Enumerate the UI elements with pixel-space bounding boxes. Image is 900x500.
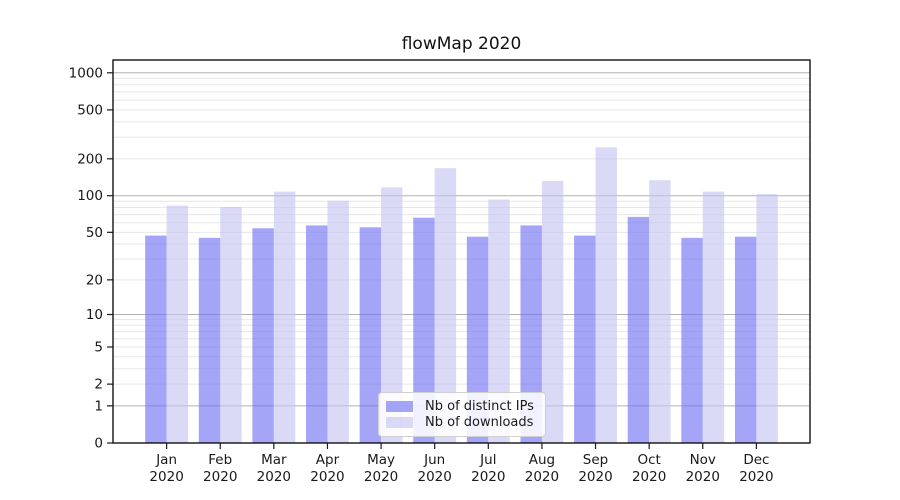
x-axis-tick-label-month: Jan: [155, 452, 177, 468]
y-axis-tick-label: 2: [94, 377, 103, 393]
legend-entry-downloads: Nb of downloads: [386, 415, 538, 430]
x-axis-tick-label-month: Apr: [316, 452, 340, 468]
x-axis-tick-label-month: Oct: [637, 452, 660, 468]
x-axis-tick-label-year: 2020: [739, 469, 773, 485]
bar-distinct-ips-nov: [681, 237, 703, 443]
bar-distinct-ips-dec: [734, 236, 757, 443]
y-axis-tick-label: 10: [86, 307, 103, 323]
legend-swatch-downloads: [386, 417, 413, 429]
bar-downloads-jun: [434, 168, 457, 443]
x-axis-tick-label-year: 2020: [364, 469, 398, 485]
x-axis-tick-label-year: 2020: [471, 469, 505, 485]
legend-swatch-distinct-ips: [386, 400, 413, 412]
x-axis-tick-label-month: Jul: [479, 452, 496, 468]
bar-distinct-ips-aug: [520, 225, 542, 443]
bar-downloads-aug: [541, 180, 564, 444]
bar-distinct-ips-apr: [306, 225, 328, 443]
bar-downloads-oct: [649, 180, 671, 443]
chart-title: flowMap 2020: [401, 34, 522, 54]
bar-distinct-ips-oct: [627, 216, 650, 443]
x-axis-tick-label-year: 2020: [578, 469, 612, 485]
bar-downloads-feb: [220, 206, 242, 443]
bar-distinct-ips-may: [359, 227, 382, 443]
x-axis-tick-label-year: 2020: [632, 469, 666, 485]
bar-distinct-ips-jul: [466, 236, 489, 443]
y-axis-tick-label: 50: [86, 225, 103, 241]
legend-label-distinct-ips: Nb of distinct IPs: [425, 398, 534, 414]
bar-downloads-apr: [327, 200, 349, 443]
x-axis-tick-label-year: 2020: [203, 469, 237, 485]
x-axis-tick-label-month: May: [367, 452, 395, 468]
y-axis-tick-label: 1: [94, 398, 103, 414]
legend: Nb of distinct IPs Nb of downloads: [378, 392, 546, 437]
bar-downloads-mar: [273, 191, 296, 443]
y-axis-tick-label: 5: [94, 339, 103, 355]
x-axis-tick-label-month: Feb: [208, 452, 232, 468]
bar-downloads-dec: [756, 194, 778, 443]
y-axis-tick-label: 1000: [69, 65, 103, 81]
bar-downloads-jul: [488, 199, 510, 443]
y-axis-tick-label: 200: [77, 151, 103, 167]
legend-entry-distinct-ips: Nb of distinct IPs: [386, 399, 538, 414]
bar-distinct-ips-sep: [574, 235, 596, 443]
x-axis-tick-label-month: Jun: [423, 452, 445, 468]
bar-downloads-jan: [166, 205, 189, 443]
y-axis-tick-label: 100: [77, 188, 103, 204]
x-axis-tick-label-year: 2020: [257, 469, 291, 485]
bar-downloads-sep: [595, 147, 617, 443]
bar-downloads-may: [381, 187, 403, 443]
y-axis-tick-label: 20: [86, 272, 103, 288]
legend-label-downloads: Nb of downloads: [425, 415, 534, 431]
x-axis-tick-label-month: Mar: [261, 452, 287, 468]
bar-distinct-ips-mar: [252, 228, 274, 443]
bar-distinct-ips-jun: [413, 217, 435, 443]
x-axis-tick-label-year: 2020: [686, 469, 720, 485]
x-axis-tick-label-month: Nov: [690, 452, 716, 468]
x-axis-tick-label-month: Dec: [743, 452, 769, 468]
y-axis-tick-label: 500: [77, 102, 103, 118]
x-axis-tick-label-month: Aug: [529, 452, 555, 468]
x-axis-tick-label-year: 2020: [310, 469, 344, 485]
bar-distinct-ips-feb: [198, 237, 221, 443]
x-axis-tick-label-year: 2020: [149, 469, 183, 485]
axis-frame: [112, 59, 811, 444]
bar-downloads-nov: [702, 191, 725, 443]
x-axis-tick-label-month: Sep: [583, 452, 608, 468]
y-axis-tick-label: 0: [94, 436, 103, 452]
x-axis-tick-label-year: 2020: [525, 469, 559, 485]
bar-distinct-ips-jan: [145, 235, 167, 443]
x-axis-tick-label-year: 2020: [418, 469, 452, 485]
